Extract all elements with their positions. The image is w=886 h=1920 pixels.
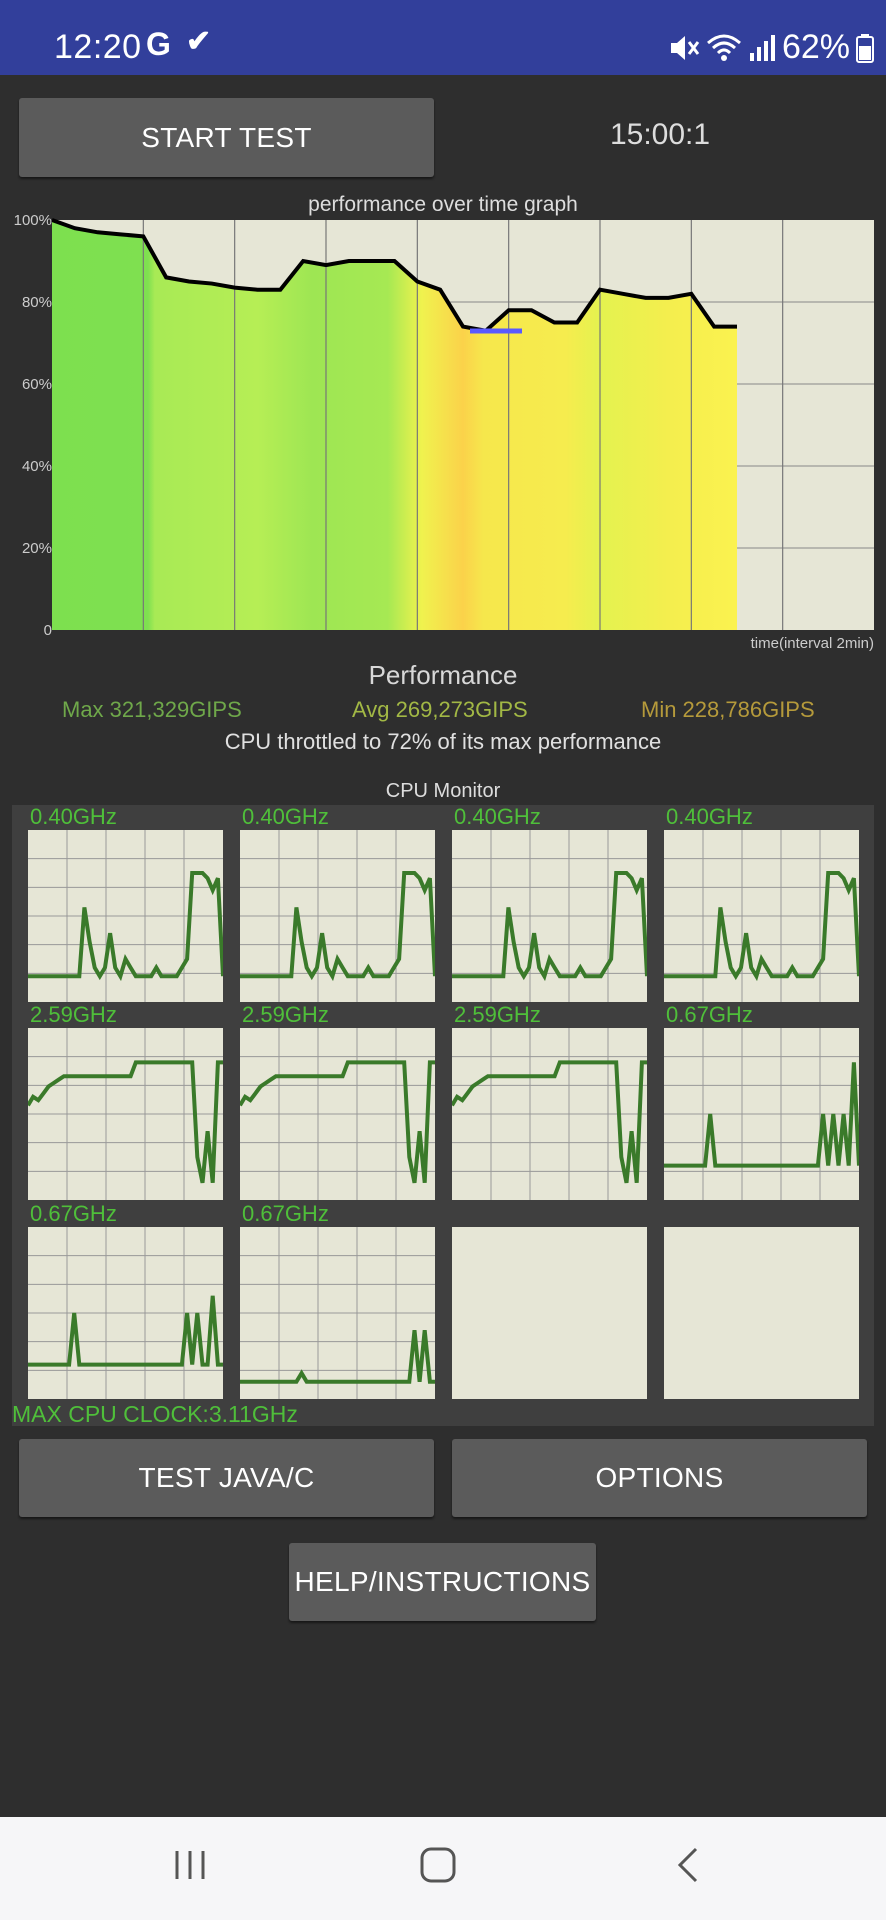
y-tick-label: 80%: [22, 294, 52, 311]
y-tick-label: 0: [44, 622, 52, 639]
core-frequency-label: 0.40GHz: [30, 804, 117, 829]
navigation-bar: [0, 1817, 886, 1920]
performance-line: [51, 218, 737, 333]
core-frequency-line: [240, 871, 435, 982]
status-bar: 12:20 G ✔ 62%: [0, 0, 886, 75]
core-graph: [452, 1028, 647, 1200]
back-icon[interactable]: [674, 1845, 704, 1885]
core-frequency-label: 2.59GHz: [242, 1002, 329, 1027]
max-cpu-clock: MAX CPU CLOCK:3.11GHz: [12, 1401, 298, 1427]
core-frequency-label: 0.67GHz: [242, 1201, 329, 1226]
start-test-button[interactable]: START TEST: [19, 98, 434, 177]
y-tick-label: 100%: [14, 212, 52, 229]
help-instructions-button[interactable]: HELP/INSTRUCTIONS: [289, 1543, 596, 1621]
avg-performance: Avg 269,273GIPS: [352, 697, 528, 722]
core-graph: [240, 1028, 435, 1200]
core-graph: [28, 1227, 223, 1399]
y-tick-label: 60%: [22, 376, 52, 393]
battery-percent: 62%: [781, 28, 850, 66]
core-graph-background: [452, 1227, 647, 1399]
core-frequency-label: 0.40GHz: [454, 804, 541, 829]
graph-y-ticks: 100% 80% 60% 40% 20% 0: [14, 212, 52, 639]
throttle-text: CPU throttled to 72% of its max performa…: [224, 729, 662, 754]
core-frequency-label: 2.59GHz: [30, 1002, 117, 1027]
core-frequency-line: [28, 1060, 223, 1184]
battery-icon: [856, 33, 874, 63]
status-icons: 62%: [668, 28, 874, 67]
test-timer: 15:00:1: [609, 118, 711, 151]
core-graph-background: [664, 1227, 859, 1399]
options-button[interactable]: OPTIONS: [452, 1439, 867, 1517]
core-frequency-label: 0.67GHz: [30, 1201, 117, 1226]
core-frequency-line: [664, 1062, 859, 1168]
core-graph: [664, 1028, 859, 1200]
test-java-c-button[interactable]: TEST JAVA/C: [19, 1439, 434, 1517]
core-graph: [664, 830, 859, 1002]
core-graph: [452, 830, 647, 1002]
core-frequency-label: 0.40GHz: [666, 804, 753, 829]
core-frequency-line: [664, 871, 859, 982]
cpu-monitor-title: CPU Monitor: [385, 780, 501, 802]
recents-icon[interactable]: [172, 1847, 208, 1883]
graph-title: performance over time graph: [308, 193, 578, 216]
home-icon[interactable]: [418, 1845, 458, 1885]
core-graph: [28, 1028, 223, 1200]
core-graph: [240, 1227, 435, 1399]
core-graph: [28, 830, 223, 1002]
y-tick-label: 40%: [22, 458, 52, 475]
signal-icon: [749, 34, 775, 61]
wifi-icon: [706, 34, 741, 61]
min-performance: Min 228,786GIPS: [641, 697, 815, 722]
core-graph: [664, 1227, 859, 1399]
mute-icon: [670, 35, 700, 60]
core-graph: [240, 830, 435, 1002]
graph-interval-lines: [142, 220, 784, 630]
max-performance: Max 321,329GIPS: [62, 697, 242, 722]
status-time: 12:20: [54, 28, 142, 66]
check-icon: ✔: [186, 25, 212, 58]
core-frequency-label: 0.40GHz: [242, 804, 329, 829]
core-frequency-label: 0.67GHz: [666, 1002, 753, 1027]
core-frequency-line: [240, 1329, 435, 1384]
core-frequency-line: [452, 871, 647, 982]
graph-x-label: time(interval 2min): [751, 635, 874, 652]
performance-graph: 100% 80% 60% 40% 20% 0 time(interval 2min): [14, 212, 874, 652]
core-frequency-line: [240, 1060, 435, 1184]
core-frequency-line: [452, 1060, 647, 1184]
y-tick-label: 20%: [22, 540, 52, 557]
core-graph: [452, 1227, 647, 1399]
core-frequency-line: [28, 871, 223, 982]
performance-heading: Performance: [368, 660, 518, 690]
google-g-icon: G: [146, 26, 171, 62]
core-frequency-line: [28, 1295, 223, 1367]
core-frequency-label: 2.59GHz: [454, 1002, 541, 1027]
